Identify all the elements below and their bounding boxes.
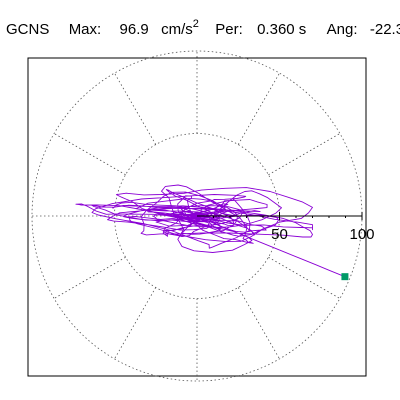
angle-label: Ang: xyxy=(326,21,358,38)
period-label: Per: xyxy=(215,21,243,38)
orbit-trace xyxy=(75,184,346,278)
grid-spoke-240 xyxy=(114,287,157,360)
grid-spoke-300 xyxy=(237,287,280,360)
grid-spoke-150 xyxy=(53,133,126,176)
max-unit-exponent: 2 xyxy=(192,18,199,30)
max-unit: cm/s xyxy=(161,21,193,38)
radial-tick-label-100: 100 xyxy=(349,226,374,243)
chart-header: GCNS Max: 96.9 cm/s2 Per: 0.360 s Ang: -… xyxy=(6,18,400,38)
grid-spoke-30 xyxy=(268,133,341,176)
orbit-path xyxy=(75,184,346,278)
period-value: 0.360 s xyxy=(257,21,307,38)
radial-tick-label-50: 50 xyxy=(271,226,288,243)
radial-axis: 50 100 xyxy=(197,212,375,243)
peak-marker xyxy=(341,273,349,281)
grid-spoke-210 xyxy=(53,256,126,299)
grid-spoke-60 xyxy=(237,72,280,145)
max-value: 96.9 xyxy=(119,21,149,38)
station-code: GCNS xyxy=(6,21,50,38)
max-label: Max: xyxy=(68,21,102,38)
grid-spoke-330 xyxy=(268,256,341,299)
grid-spoke-120 xyxy=(114,72,157,145)
peak-marker-group xyxy=(341,273,349,281)
angle-value: -22.3 xyxy=(369,21,400,38)
